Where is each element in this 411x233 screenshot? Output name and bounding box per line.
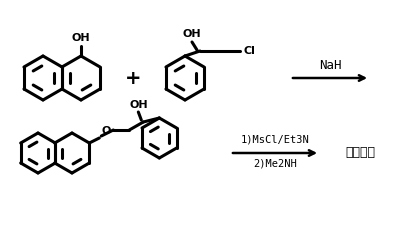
Text: 1)MsCl/Et3N: 1)MsCl/Et3N (240, 135, 309, 145)
Text: O: O (102, 126, 111, 136)
Text: +: + (125, 69, 141, 88)
Text: 达泊西汀: 达泊西汀 (345, 147, 375, 160)
Text: Cl: Cl (243, 46, 255, 56)
Text: OH: OH (129, 100, 148, 110)
Text: OH: OH (182, 29, 201, 39)
Text: 2)Me2NH: 2)Me2NH (253, 158, 297, 168)
Text: NaH: NaH (319, 59, 341, 72)
Text: OH: OH (72, 33, 90, 43)
